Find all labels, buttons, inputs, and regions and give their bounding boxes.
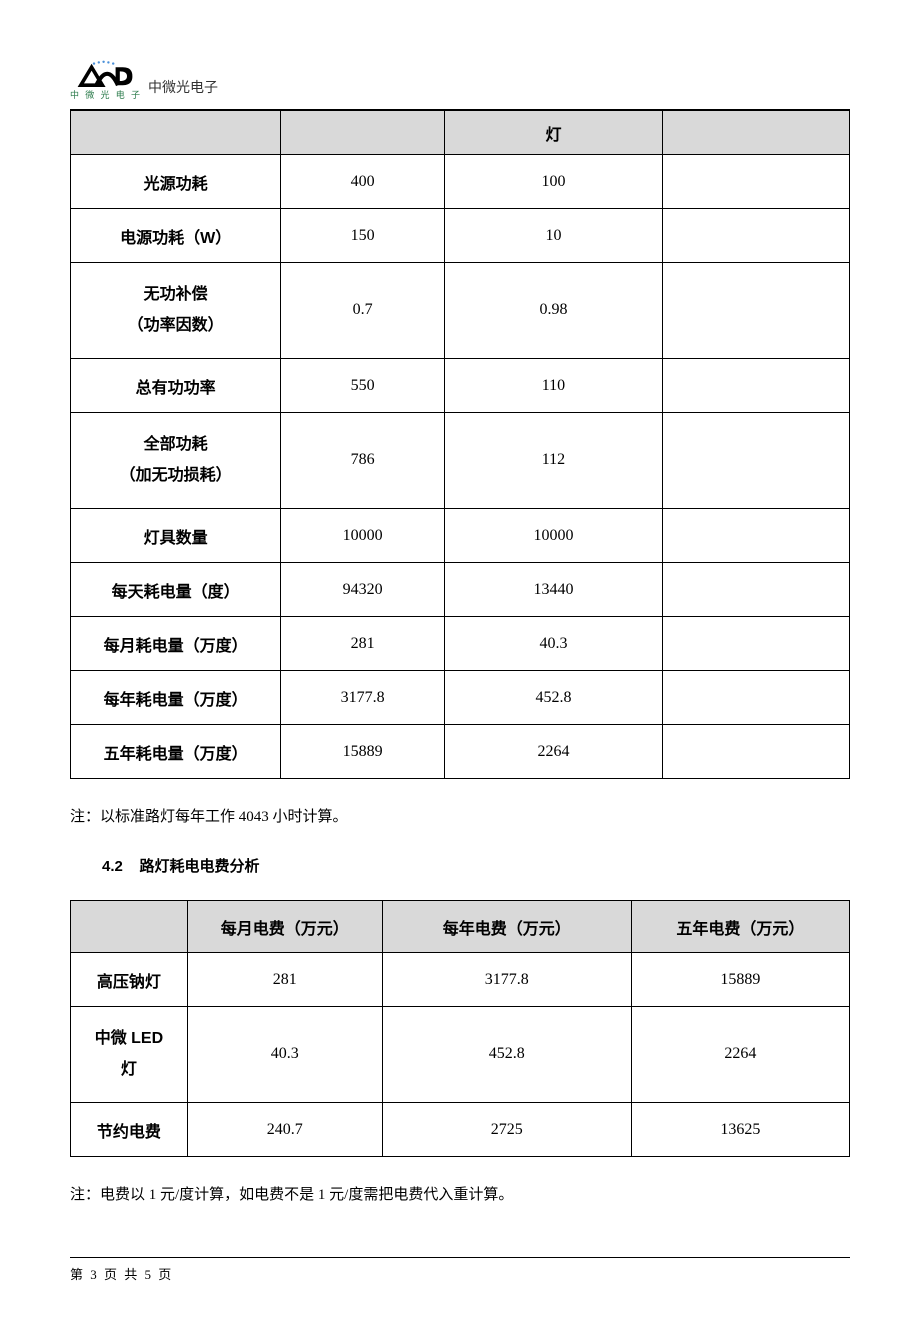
electricity-cost-table: 每月电费（万元）每年电费（万元）五年电费（万元）高压钠灯2813177.8158… <box>70 900 850 1157</box>
data-cell: 13625 <box>631 1103 849 1157</box>
row-label-cell: 全部功耗（加无功损耗） <box>71 413 281 509</box>
data-cell: 0.7 <box>281 263 445 359</box>
row-label-cell: 五年耗电量（万度） <box>71 725 281 779</box>
row-label-cell: 电源功耗（W） <box>71 209 281 263</box>
table-header-cell <box>663 111 850 155</box>
table-row: 高压钠灯2813177.815889 <box>71 953 850 1007</box>
table-row: 电源功耗（W）15010 <box>71 209 850 263</box>
row-label-cell: 每年耗电量（万度） <box>71 671 281 725</box>
data-cell: 452.8 <box>382 1007 631 1103</box>
data-cell <box>663 263 850 359</box>
table-header-cell <box>281 111 445 155</box>
row-label-cell: 总有功功率 <box>71 359 281 413</box>
table-header-cell <box>71 111 281 155</box>
logo-subtext: 中 微 光 电 子 <box>70 88 142 101</box>
data-cell: 15889 <box>281 725 445 779</box>
data-cell: 2264 <box>444 725 662 779</box>
page-header: 中 微 光 电 子 中微光电子 <box>70 60 850 101</box>
table-header-cell <box>71 901 188 953</box>
data-cell: 150 <box>281 209 445 263</box>
row-label-cell: 节约电费 <box>71 1103 188 1157</box>
table-header-cell: 灯 <box>444 111 662 155</box>
data-cell: 550 <box>281 359 445 413</box>
table-row: 五年耗电量（万度）158892264 <box>71 725 850 779</box>
power-consumption-table: 灯光源功耗400100电源功耗（W）15010无功补偿（功率因数）0.70.98… <box>70 110 850 779</box>
row-label-cell: 高压钠灯 <box>71 953 188 1007</box>
data-cell: 3177.8 <box>382 953 631 1007</box>
row-label-cell: 灯具数量 <box>71 509 281 563</box>
table-header-cell: 每年电费（万元） <box>382 901 631 953</box>
table-row: 总有功功率550110 <box>71 359 850 413</box>
data-cell: 100 <box>444 155 662 209</box>
footer-divider <box>70 1257 850 1258</box>
data-cell: 112 <box>444 413 662 509</box>
data-cell <box>663 725 850 779</box>
data-cell <box>663 359 850 413</box>
logo-icon <box>76 60 136 90</box>
company-logo: 中 微 光 电 子 <box>70 60 142 101</box>
row-label-cell: 每天耗电量（度） <box>71 563 281 617</box>
table-row: 节约电费240.7272513625 <box>71 1103 850 1157</box>
data-cell <box>663 617 850 671</box>
table-row: 每天耗电量（度）9432013440 <box>71 563 850 617</box>
section-heading: 路灯耗电电费分析 <box>140 858 260 875</box>
data-cell: 2264 <box>631 1007 849 1103</box>
row-label-cell: 中微 LED灯 <box>71 1007 188 1103</box>
data-cell: 3177.8 <box>281 671 445 725</box>
data-cell: 10000 <box>281 509 445 563</box>
data-cell: 400 <box>281 155 445 209</box>
data-cell <box>663 671 850 725</box>
table1-note: 注：以标准路灯每年工作 4043 小时计算。 <box>70 805 850 829</box>
table-row: 无功补偿（功率因数）0.70.98 <box>71 263 850 359</box>
data-cell: 0.98 <box>444 263 662 359</box>
data-cell <box>663 155 850 209</box>
table-row: 灯具数量1000010000 <box>71 509 850 563</box>
data-cell: 110 <box>444 359 662 413</box>
table-row: 每月耗电量（万度）28140.3 <box>71 617 850 671</box>
page-number: 第 3 页 共 5 页 <box>70 1264 850 1283</box>
row-label-cell: 光源功耗 <box>71 155 281 209</box>
data-cell: 452.8 <box>444 671 662 725</box>
table-header-row: 灯 <box>71 111 850 155</box>
data-cell: 10000 <box>444 509 662 563</box>
data-cell: 2725 <box>382 1103 631 1157</box>
data-cell <box>663 509 850 563</box>
table2-note: 注：电费以 1 元/度计算，如电费不是 1 元/度需把电费代入重计算。 <box>70 1183 850 1207</box>
data-cell: 240.7 <box>187 1103 382 1157</box>
table-row: 每年耗电量（万度）3177.8452.8 <box>71 671 850 725</box>
data-cell: 15889 <box>631 953 849 1007</box>
table-row: 全部功耗（加无功损耗）786112 <box>71 413 850 509</box>
data-cell <box>663 209 850 263</box>
section-4-2-title: 4.2 路灯耗电电费分析 <box>102 855 850 876</box>
data-cell <box>663 563 850 617</box>
data-cell <box>663 413 850 509</box>
row-label-cell: 无功补偿（功率因数） <box>71 263 281 359</box>
table-header-row: 每月电费（万元）每年电费（万元）五年电费（万元） <box>71 901 850 953</box>
table-row: 中微 LED灯40.3452.82264 <box>71 1007 850 1103</box>
table-header-cell: 五年电费（万元） <box>631 901 849 953</box>
data-cell: 40.3 <box>187 1007 382 1103</box>
section-number: 4.2 <box>102 858 123 875</box>
data-cell: 281 <box>187 953 382 1007</box>
data-cell: 40.3 <box>444 617 662 671</box>
company-name: 中微光电子 <box>148 77 218 97</box>
data-cell: 281 <box>281 617 445 671</box>
data-cell: 94320 <box>281 563 445 617</box>
data-cell: 786 <box>281 413 445 509</box>
table-row: 光源功耗400100 <box>71 155 850 209</box>
table-header-cell: 每月电费（万元） <box>187 901 382 953</box>
data-cell: 10 <box>444 209 662 263</box>
row-label-cell: 每月耗电量（万度） <box>71 617 281 671</box>
data-cell: 13440 <box>444 563 662 617</box>
